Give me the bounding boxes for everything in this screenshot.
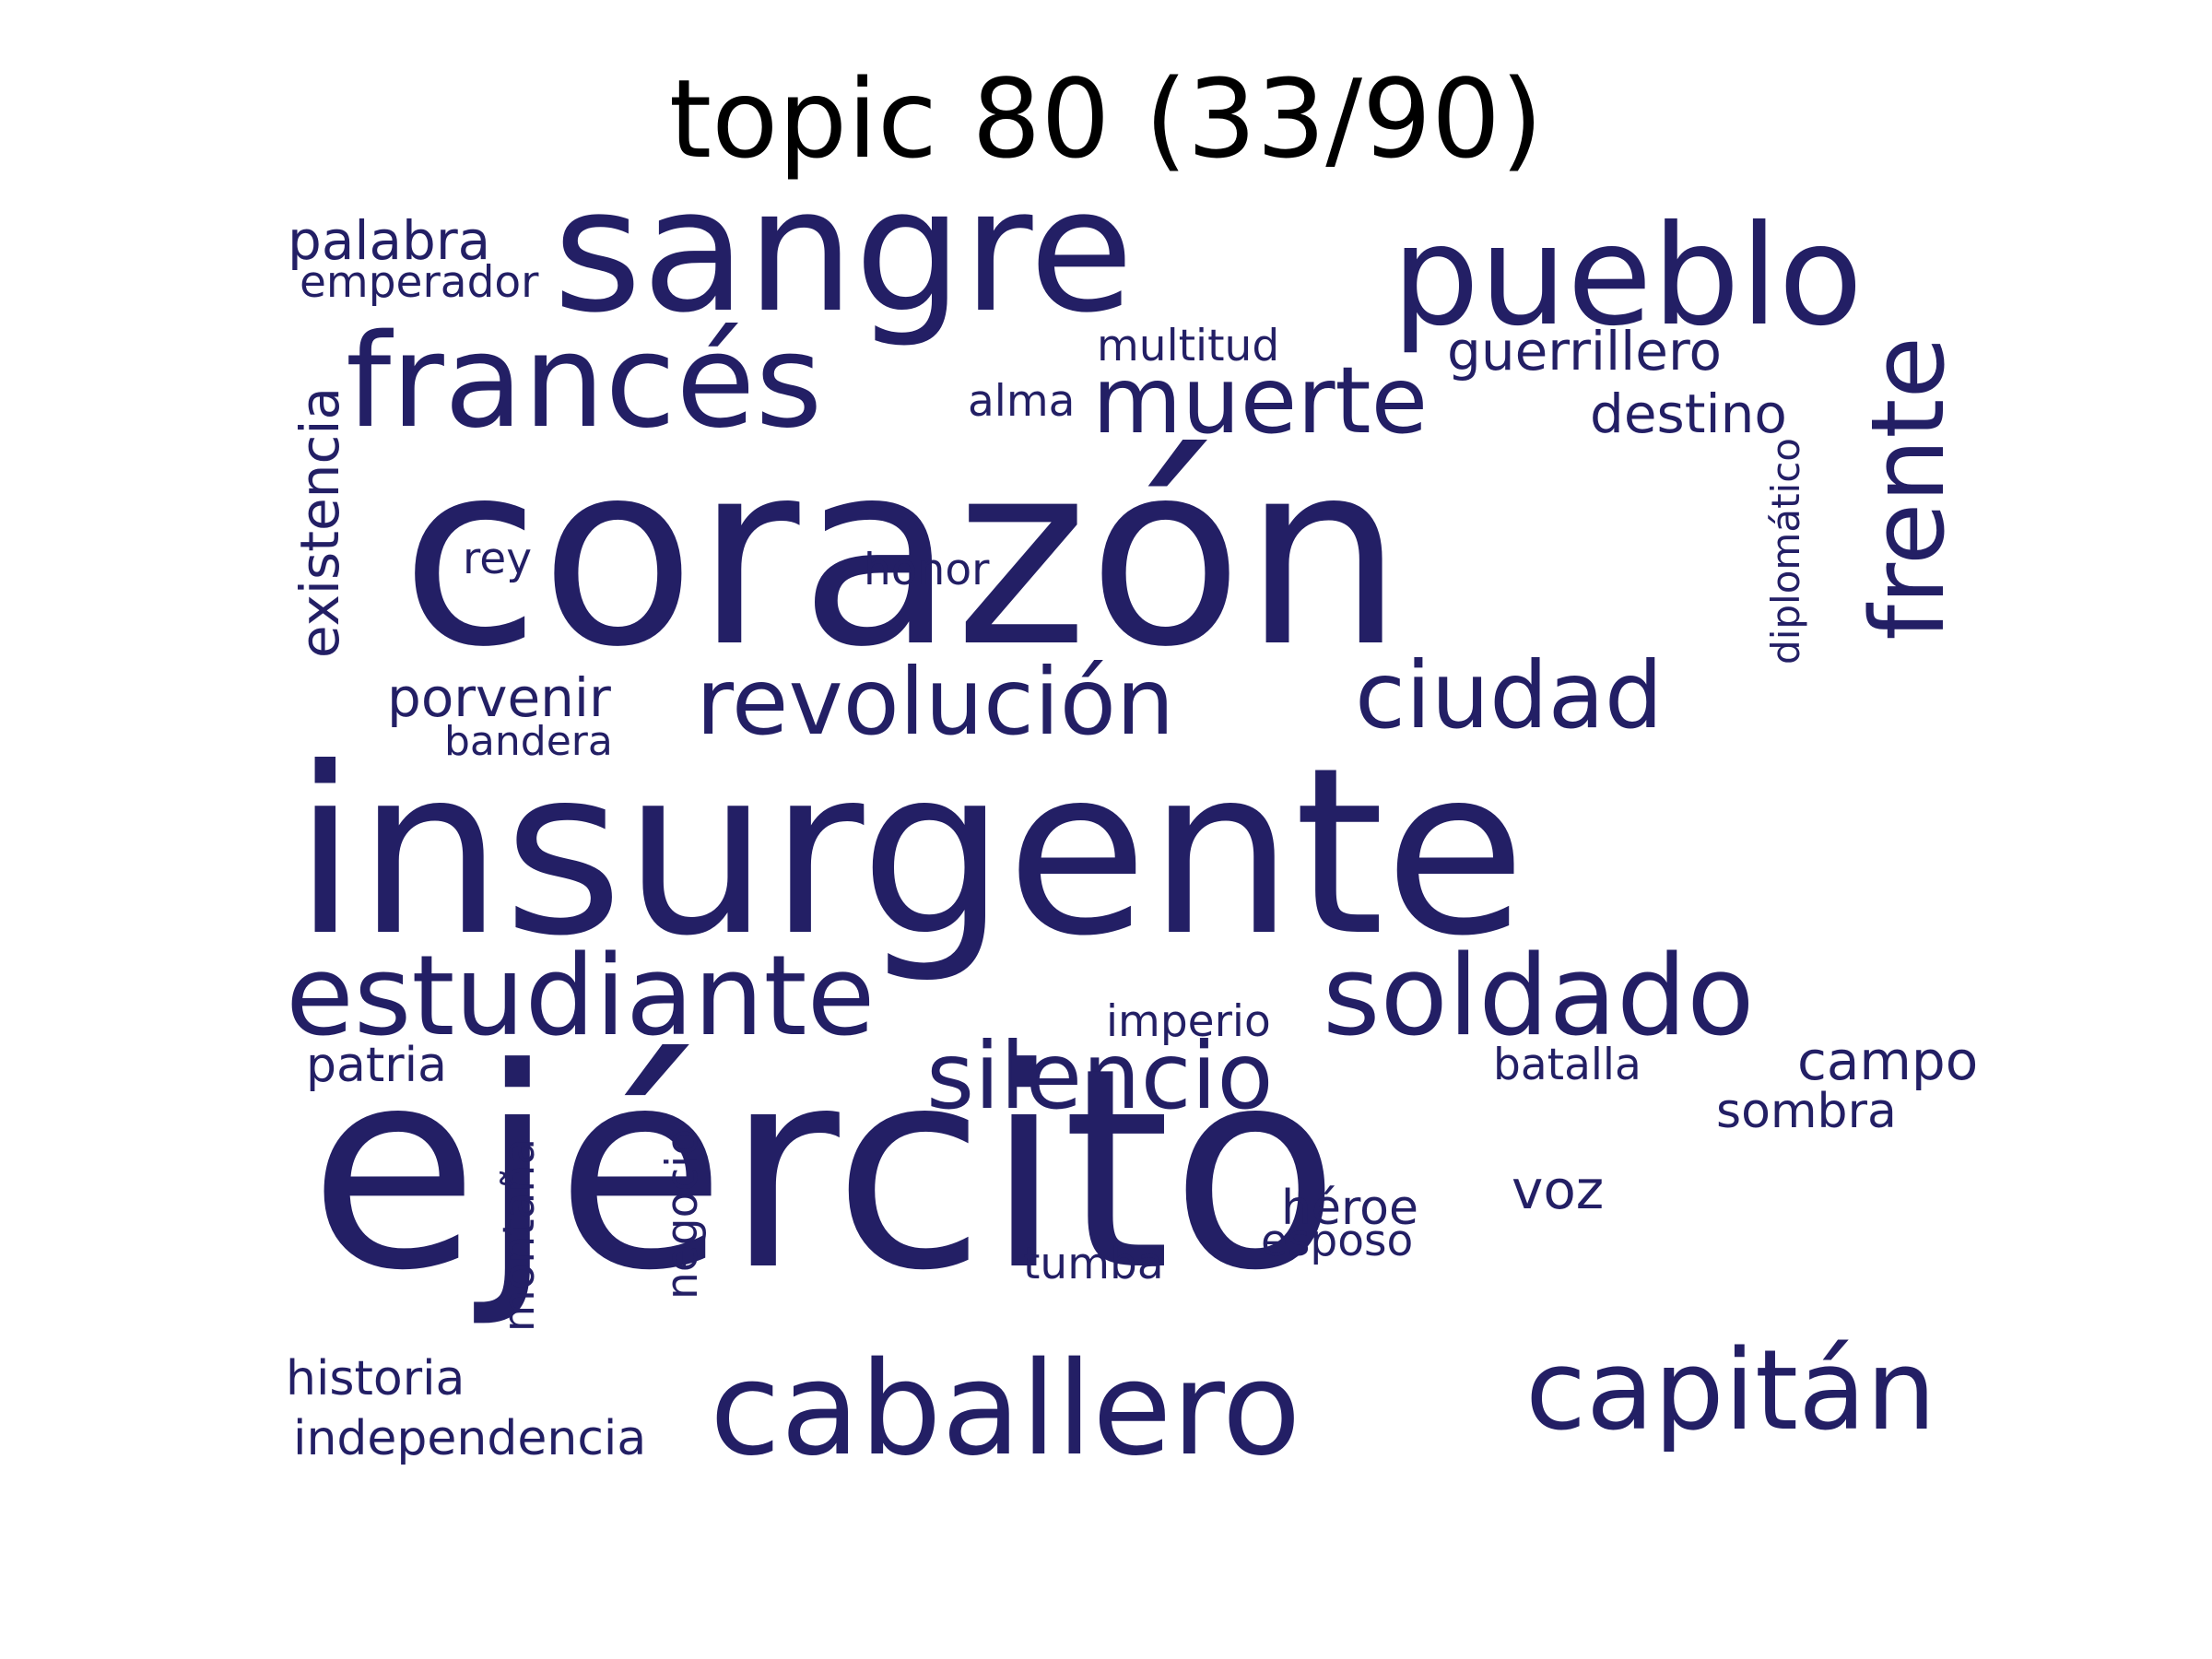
- word-montana: montaña: [494, 1138, 545, 1333]
- word-ciudad: ciudad: [1355, 641, 1664, 749]
- word-corazon: corazón: [401, 407, 1404, 702]
- word-porvenir: porvenir: [387, 666, 611, 729]
- word-frances: francés: [346, 307, 823, 457]
- word-rey: rey: [463, 534, 533, 584]
- word-voz: voz: [1512, 1159, 1605, 1221]
- word-sombra: sombra: [1716, 1084, 1897, 1139]
- word-existencia: existencia: [288, 387, 351, 659]
- word-independencia: independencia: [293, 1411, 647, 1466]
- word-alma: alma: [968, 376, 1076, 427]
- word-insurgente: insurgente: [293, 718, 1526, 986]
- word-guerrillero: guerrillero: [1447, 320, 1723, 382]
- word-multitud: multitud: [1097, 321, 1280, 371]
- word-revolucion: revolución: [696, 648, 1175, 756]
- word-palabra: palabra: [288, 209, 491, 272]
- word-caballero: caballero: [710, 1335, 1301, 1485]
- word-estudiante: estudiante: [286, 933, 876, 1061]
- word-pueblo: pueblo: [1392, 196, 1864, 357]
- word-destino: destino: [1590, 382, 1787, 445]
- word-sangre: sangre: [553, 151, 1135, 350]
- word-muerte: muerte: [1092, 347, 1429, 454]
- word-historia: historia: [286, 1351, 465, 1406]
- word-heroe: héroe: [1281, 1181, 1418, 1236]
- title: topic 80 (33/90): [668, 55, 1544, 182]
- word-campo: campo: [1797, 1030, 1979, 1092]
- word-frente: frente: [1849, 336, 1967, 641]
- word-diplomatico: diplomático: [1763, 438, 1808, 665]
- word-tumba: tumba: [1023, 1239, 1164, 1289]
- word-soldado: soldado: [1323, 933, 1755, 1061]
- word-esposo: esposo: [1261, 1216, 1414, 1266]
- word-batalla: batalla: [1493, 1040, 1641, 1090]
- word-negocio: negocio: [657, 1129, 708, 1300]
- word-patria: patria: [306, 1038, 447, 1093]
- word-emperador: emperador: [300, 257, 539, 308]
- word-silencio: silencio: [926, 1022, 1274, 1130]
- word-ejercito: ejército: [309, 1009, 1340, 1331]
- word-capitan: capitán: [1525, 1327, 1936, 1455]
- word-imperio: imperio: [1106, 996, 1271, 1047]
- word-bandera: bandera: [444, 718, 613, 765]
- word-honor: honor: [864, 545, 990, 595]
